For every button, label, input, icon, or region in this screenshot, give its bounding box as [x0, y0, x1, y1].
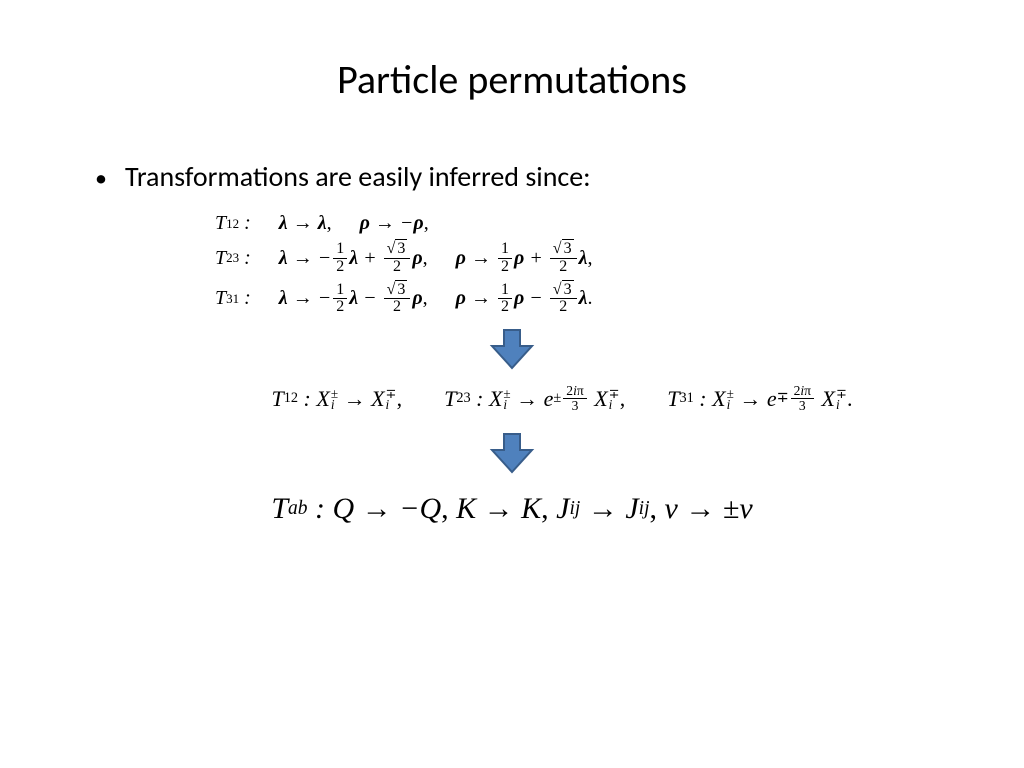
arrow-down-icon: [488, 428, 536, 476]
bullet-item: • Transformations are easily inferred si…: [0, 104, 1024, 194]
eq-t31: T31 : λ → −12λ − 32ρ, ρ → 12ρ − 32λ.: [215, 282, 1024, 317]
arrow-down-icon: [488, 324, 536, 372]
eq-t23: T23 : λ → −12λ + 32ρ, ρ → 12ρ + 32λ,: [215, 241, 1024, 276]
down-arrow-1: [0, 324, 1024, 372]
bullet-text: Transformations are easily inferred sinc…: [125, 159, 591, 194]
down-arrow-2: [0, 428, 1024, 476]
equation-block-1: T12 : λ → λ, ρ → −ρ, T23 : λ → −12λ + 32…: [0, 194, 1024, 316]
slide-title: Particle permutations: [0, 0, 1024, 104]
equation-block-3: Tab : Q → −Q, K → K, Jij → Jij, ν → ±ν: [0, 476, 1024, 532]
eq-t12: T12 : λ → λ, ρ → −ρ,: [215, 212, 1024, 235]
bullet-marker: •: [95, 164, 107, 193]
equation-block-2: T12 : X±i → X∓i, T23 : X±i → e±2iπ3 X∓i,…: [0, 372, 1024, 420]
